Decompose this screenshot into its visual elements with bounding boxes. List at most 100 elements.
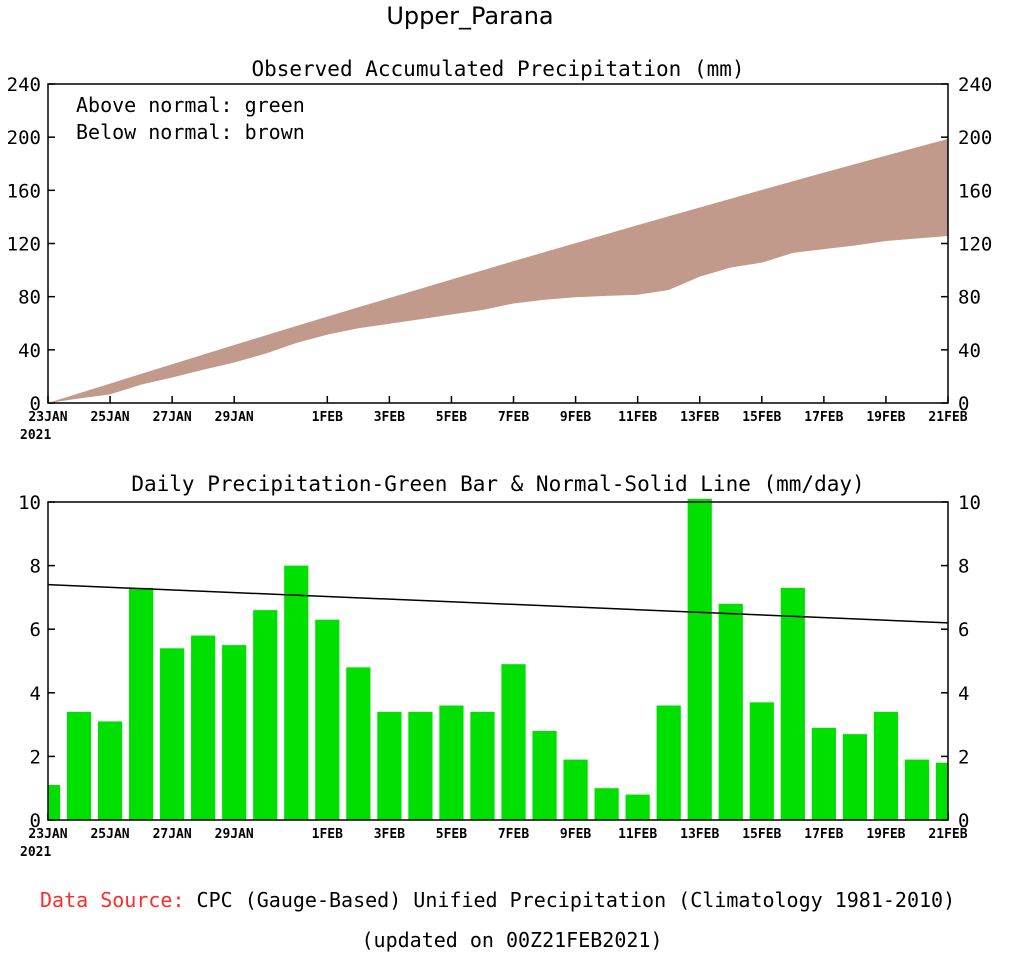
x-tick-label: 7FEB (498, 410, 529, 425)
updated-note: (updated on 00Z21FEB2021) (361, 928, 663, 952)
precip-bar (780, 587, 805, 820)
precip-bar (315, 619, 340, 820)
x-tick-label: 19FEB (866, 410, 905, 425)
y-tick-label-right: 4 (958, 683, 969, 705)
normal-line (47, 583, 949, 624)
y-tick-label-left: 160 (7, 180, 41, 202)
x-tick-label: 23JAN (28, 827, 67, 842)
precip-bar (501, 664, 526, 820)
x-year-label: 2021 (20, 428, 51, 443)
x-tick-label: 21FEB (928, 410, 967, 425)
x-tick-label: 27JAN (153, 827, 192, 842)
y-tick-label-left: 0 (30, 810, 41, 832)
x-tick-label: 29JAN (215, 410, 254, 425)
y-tick-label-left: 2 (30, 746, 41, 768)
precip-bar (687, 498, 712, 820)
x-tick-label: 15FEB (742, 410, 781, 425)
precip-bar (842, 734, 867, 820)
precip-bar (718, 603, 743, 820)
x-tick-label: 1FEB (312, 827, 343, 842)
x-tick-label: 11FEB (618, 827, 657, 842)
x-tick-label: 11FEB (618, 410, 657, 425)
charts: Observed Accumulated Precipitation (mm) 0… (7, 57, 993, 860)
precip-bar (346, 667, 371, 820)
x-tick-label: 3FEB (374, 410, 405, 425)
y-tick-label-right: 2 (958, 746, 969, 768)
x-tick-label: 9FEB (560, 827, 591, 842)
x-tick-label: 21FEB (928, 827, 967, 842)
x-tick-label: 5FEB (436, 410, 467, 425)
plot-frame (47, 501, 949, 821)
x-tick-label: 9FEB (560, 410, 591, 425)
precip-bar (656, 705, 681, 820)
precip-bar (377, 711, 402, 820)
x-tick-label: 7FEB (498, 827, 529, 842)
chart-title: Daily Precipitation-Green Bar & Normal-S… (131, 472, 864, 496)
precip-bar (284, 565, 309, 820)
y-tick-label-left: 200 (7, 127, 41, 149)
x-tick-label: 27JAN (153, 410, 192, 425)
x-year-label: 2021 (20, 845, 51, 860)
legend-annotation: Above normal: green (76, 93, 305, 117)
y-tick-label-left: 10 (18, 492, 41, 514)
y-tick-label-right: 120 (958, 234, 992, 256)
y-tick-label-right: 6 (958, 619, 969, 641)
x-tick-label: 13FEB (680, 410, 719, 425)
precip-bar (470, 711, 495, 820)
x-tick-label: 29JAN (215, 827, 254, 842)
x-tick-label: 25JAN (90, 410, 129, 425)
precip-bar (129, 587, 154, 820)
precip-bar (594, 788, 619, 820)
precip-bar (222, 645, 247, 820)
x-tick-label: 19FEB (866, 827, 905, 842)
precip-bar (873, 711, 899, 820)
precip-bar (532, 730, 557, 820)
y-tick-label-right: 200 (958, 127, 992, 149)
y-tick-label-left: 40 (18, 340, 41, 362)
x-tick-label: 23JAN (28, 410, 67, 425)
precip-bar (749, 702, 774, 820)
y-tick-label-left: 80 (18, 287, 41, 309)
precip-bar (439, 705, 464, 820)
x-tick-label: 15FEB (742, 827, 781, 842)
legend-annotation: Below normal: brown (76, 120, 305, 144)
plot-frame (47, 83, 949, 404)
precip-bar (253, 610, 278, 820)
chart-title: Observed Accumulated Precipitation (mm) (251, 57, 744, 81)
data-source-line: Data Source: CPC (Gauge-Based) Unified P… (40, 888, 955, 912)
x-tick-label: 1FEB (312, 410, 343, 425)
precip-bar (66, 711, 92, 820)
y-tick-label-left: 120 (7, 234, 41, 256)
below-normal-area (48, 138, 948, 403)
y-tick-label-left: 240 (7, 74, 41, 96)
x-tick-label: 25JAN (90, 827, 129, 842)
precip-bar (625, 794, 650, 820)
y-tick-label-right: 160 (958, 180, 992, 202)
precip-bar (97, 721, 123, 820)
y-tick-label-right: 80 (958, 287, 981, 309)
x-tick-label: 17FEB (804, 827, 843, 842)
y-tick-label-left: 6 (30, 619, 41, 641)
y-tick-label-left: 4 (30, 683, 41, 705)
precip-bar (935, 762, 948, 820)
y-tick-label-right: 0 (958, 393, 969, 415)
precip-bar (191, 635, 216, 820)
x-tick-label: 5FEB (436, 827, 467, 842)
x-tick-label: 3FEB (374, 827, 405, 842)
data-source-text: CPC (Gauge-Based) Unified Precipitation … (184, 888, 956, 912)
y-tick-label-right: 0 (958, 810, 969, 832)
x-tick-label: 17FEB (804, 410, 843, 425)
precip-bar (160, 648, 185, 820)
data-source-label: Data Source: (40, 888, 185, 912)
x-tick-label: 13FEB (680, 827, 719, 842)
y-tick-label-right: 40 (958, 340, 981, 362)
precip-bar (48, 785, 61, 820)
precip-bar (811, 727, 836, 820)
precip-bar (904, 759, 930, 820)
page-title: Upper_Parana (386, 2, 554, 30)
y-tick-label-right: 8 (958, 556, 969, 578)
y-tick-label-left: 8 (30, 556, 41, 578)
y-tick-label-right: 10 (958, 492, 981, 514)
y-tick-label-right: 240 (958, 74, 992, 96)
